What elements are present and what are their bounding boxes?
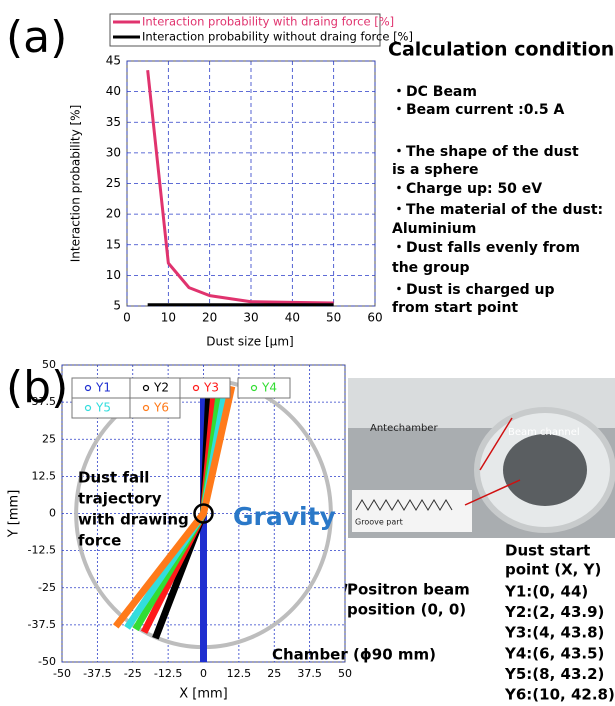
- y-tick-label: 0: [49, 507, 56, 520]
- condition-item: ・DC Beam: [392, 84, 477, 100]
- x-tick-label: 60: [367, 311, 382, 325]
- annotation: Gravity: [233, 502, 336, 531]
- y-tick-label: 12.5: [32, 469, 57, 482]
- start-item: Y2:(2, 43.9): [504, 603, 604, 621]
- groove: [355, 499, 453, 511]
- annotation: Positron beam: [347, 581, 470, 599]
- start-title: Dust start: [505, 542, 590, 560]
- legend-marker: [84, 384, 92, 392]
- legend-label: Interaction probability with draing forc…: [142, 15, 394, 29]
- y-tick-label: 37.5: [32, 395, 57, 408]
- legend-marker: [142, 384, 150, 392]
- x-tick-label: 10: [161, 311, 176, 325]
- legend-label: Y1: [95, 381, 111, 395]
- condition-item: ・Dust is charged up: [392, 282, 555, 298]
- panel-label: (a): [6, 12, 67, 63]
- x-tick-label: 25: [267, 667, 281, 680]
- x-axis-label: X [mm]: [179, 687, 228, 702]
- panel-label: (b): [6, 362, 68, 413]
- legend-label: Y5: [95, 401, 111, 415]
- conditions-title: Calculation condition: [388, 39, 614, 61]
- photo-label: Beam channel: [508, 427, 580, 438]
- annotation: with drawing: [78, 511, 189, 529]
- legend: [109, 13, 381, 47]
- start-item: Y6:(10, 42.8): [504, 686, 615, 704]
- legend-marker: [250, 384, 258, 392]
- y-tick-label: 40: [106, 84, 121, 98]
- legend-marker: [84, 404, 92, 412]
- legend-label: Y6: [153, 401, 169, 415]
- x-tick-label: 0: [123, 311, 131, 325]
- x-tick-label: 30: [243, 311, 258, 325]
- x-tick-label: 12.5: [227, 667, 252, 680]
- y-tick-label: 25: [106, 176, 121, 190]
- photo-inset: [352, 490, 472, 532]
- x-tick-label: 50: [338, 667, 352, 680]
- y-tick-label: -12.5: [28, 544, 56, 557]
- photo-hole: [503, 434, 587, 506]
- legend-box: [179, 377, 231, 399]
- condition-item: ・The material of the dust:: [392, 202, 603, 218]
- x-tick-label: 40: [285, 311, 300, 325]
- photo-pointer: [464, 479, 521, 506]
- start-item: Y4:(6, 43.5): [504, 644, 604, 662]
- y-tick-label: -37.5: [28, 618, 56, 631]
- start-item: Y1:(0, 44): [504, 583, 588, 601]
- legend-label: Interaction probability without draing f…: [142, 30, 413, 44]
- series-line: [113, 385, 236, 629]
- condition-item: from start point: [392, 300, 518, 316]
- y-tick-label: 30: [106, 145, 121, 159]
- start-item: Y3:(4, 43.8): [504, 624, 604, 642]
- annotation: position (0, 0): [347, 601, 466, 619]
- annotation: Dust fall: [78, 469, 149, 487]
- x-tick-label: 37.5: [297, 667, 322, 680]
- start-title: point (X, Y): [505, 561, 601, 579]
- beam-position: [193, 503, 214, 524]
- legend-marker: [142, 404, 150, 412]
- y-tick-label: -50: [38, 655, 56, 668]
- condition-item: ・The shape of the dust: [392, 144, 579, 160]
- y-tick-label: 10: [106, 268, 121, 282]
- x-tick-label: 0: [200, 667, 207, 680]
- condition-item: is a sphere: [392, 162, 479, 178]
- x-tick-label: -37.5: [83, 667, 111, 680]
- y-tick-label: 25: [42, 432, 56, 445]
- y-axis-label: Y [mm]: [7, 490, 22, 539]
- condition-item: the group: [392, 260, 470, 276]
- x-tick-label: 50: [326, 311, 341, 325]
- condition-item: ・Beam current :0.5 A: [392, 102, 564, 118]
- x-tick-label: 20: [202, 311, 217, 325]
- y-tick-label: -25: [38, 581, 56, 594]
- y-axis-label: Interaction probability [%]: [69, 105, 83, 263]
- x-tick-label: -25: [124, 667, 142, 680]
- legend-label: Y2: [153, 381, 169, 395]
- annotation: Chamber (ϕ90 mm): [272, 646, 436, 664]
- condition-item: ・Dust falls evenly from: [392, 240, 580, 256]
- condition-item: ・Charge up: 50 eV: [392, 181, 542, 197]
- y-tick-label: 5: [113, 299, 121, 313]
- condition-item: Aluminium: [392, 221, 476, 237]
- legend-box: [237, 377, 291, 399]
- photo-label: Antechamber: [370, 423, 438, 434]
- annotation: trajectory: [78, 490, 162, 508]
- y-tick-label: 20: [106, 207, 121, 221]
- y-tick-label: 15: [106, 237, 121, 251]
- x-axis-label: Dust size [μm]: [206, 335, 293, 349]
- legend-label: Y4: [261, 381, 277, 395]
- legend-marker: [192, 384, 200, 392]
- y-tick-label: 50: [42, 358, 56, 371]
- y-tick-label: 35: [106, 115, 121, 129]
- x-tick-label: -50: [53, 667, 71, 680]
- legend-box: [129, 397, 181, 419]
- y-tick-label: 45: [106, 54, 121, 68]
- x-tick-label: -12.5: [154, 667, 182, 680]
- legend-label: Y3: [203, 381, 219, 395]
- annotation: force: [78, 532, 121, 550]
- series-line: [146, 70, 334, 305]
- start-item: Y5:(8, 43.2): [504, 665, 604, 683]
- photo-label: Groove part: [355, 518, 403, 527]
- photo-pointer: [479, 417, 513, 471]
